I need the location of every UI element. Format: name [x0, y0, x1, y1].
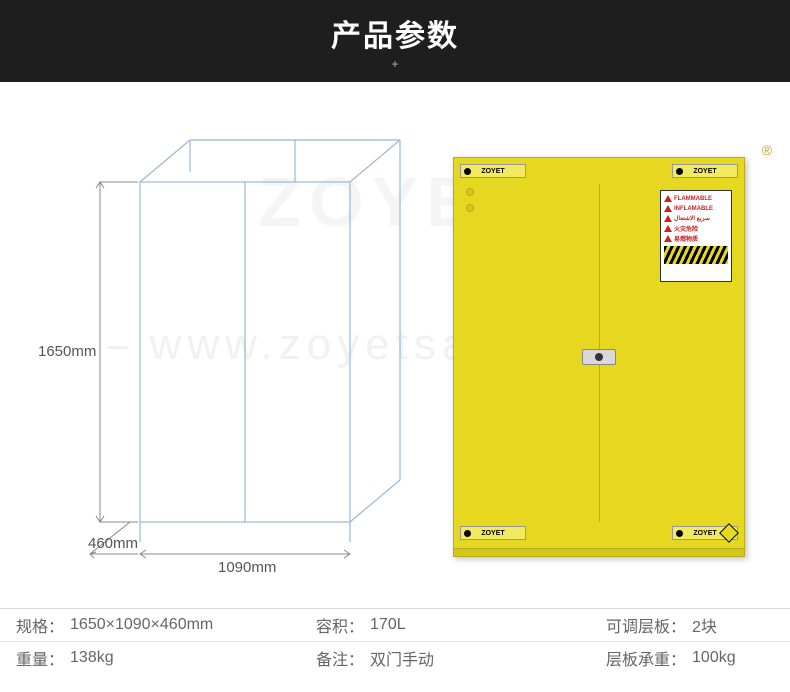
warn-text: 易燃物质 [674, 234, 698, 243]
warn-text: 火灾危险 [674, 224, 698, 233]
dimension-diagram: 1650mm 1090mm 460mm [30, 122, 410, 592]
spec-label: 层板承重： [606, 646, 686, 670]
warn-line: سريع الاشتعال [664, 214, 728, 223]
vent-icon [466, 204, 474, 212]
spec-label: 规格： [16, 613, 64, 637]
warn-text: FLAMMABLE [674, 196, 712, 202]
cabinet-body: ZOYET ZOYET FLAMMABLE INFLAMABLE سريع ال… [453, 157, 745, 557]
spec-label: 备注： [316, 646, 364, 670]
warning-icon [664, 235, 672, 242]
warn-line: 火灾危险 [664, 224, 728, 233]
handle-knob [595, 353, 603, 361]
spec-volume: 容积： 170L [316, 613, 606, 637]
page-title: 产品参数 [331, 11, 459, 55]
brand-plate-left: ZOYET [460, 526, 526, 540]
dim-height: 1650mm [38, 343, 96, 360]
spec-label: 容积： [316, 613, 364, 637]
cabinet-top-plates: ZOYET ZOYET [460, 164, 738, 180]
spec-value: 1650×1090×460mm [70, 616, 213, 634]
spec-label: 重量： [16, 646, 64, 670]
spec-size: 规格： 1650×1090×460mm [16, 613, 316, 637]
brand-plate-right: ZOYET [672, 164, 738, 178]
header-bar: 产品参数 + [0, 0, 790, 82]
product-photo: ZOYET ZOYET FLAMMABLE INFLAMABLE سريع ال… [453, 157, 745, 557]
vent-icon [466, 188, 474, 196]
spec-label: 可调层板： [606, 613, 686, 637]
warning-icon [664, 225, 672, 232]
main-content: ZOYET www.zoyetsafe.com [0, 82, 790, 608]
warn-line: FLAMMABLE [664, 194, 728, 203]
hazard-stripes [664, 246, 728, 264]
warn-line: INFLAMABLE [664, 204, 728, 213]
dim-width: 1090mm [218, 559, 276, 576]
warning-icon [664, 195, 672, 202]
brand-text: ZOYET [481, 168, 504, 175]
spec-note: 备注：双门手动 [316, 646, 606, 670]
warning-icon [664, 205, 672, 212]
spec-value: 双门手动 [370, 646, 434, 670]
spec-row: 重量： 138kg 备注：双门手动 层板承重： 100kg [0, 641, 790, 673]
warning-label: FLAMMABLE INFLAMABLE سريع الاشتعال 火灾危险 … [660, 190, 732, 282]
spec-row: 规格： 1650×1090×460mm 容积： 170L 可调层板：2块 [0, 609, 790, 641]
brand-plate-left: ZOYET [460, 164, 526, 178]
registered-mark: ® [762, 142, 772, 158]
header-sub: + [391, 57, 398, 71]
specs-table: 规格： 1650×1090×460mm 容积： 170L 可调层板：2块 重量： 13… [0, 608, 790, 692]
brand-text: ZOYET [693, 168, 716, 175]
brand-text: ZOYET [481, 530, 504, 537]
brand-text: ZOYET [693, 530, 716, 537]
warn-text: INFLAMABLE [674, 206, 713, 212]
cabinet-base [454, 548, 744, 556]
spec-value: 138kg [70, 649, 114, 667]
cabinet-bottom-plates: ZOYET ZOYET [460, 526, 738, 542]
spec-shelf: 可调层板：2块 [606, 613, 774, 637]
door-handle [582, 349, 616, 365]
spec-value: 170L [370, 616, 406, 634]
dim-depth: 460mm [88, 535, 138, 552]
spec-load: 层板承重： 100kg [606, 646, 774, 670]
spec-weight: 重量： 138kg [16, 646, 316, 670]
spec-value: 2块 [692, 613, 717, 637]
warn-line: 易燃物质 [664, 234, 728, 243]
spec-value: 100kg [692, 649, 736, 667]
warn-text: سريع الاشتعال [674, 215, 710, 222]
warning-icon [664, 215, 672, 222]
